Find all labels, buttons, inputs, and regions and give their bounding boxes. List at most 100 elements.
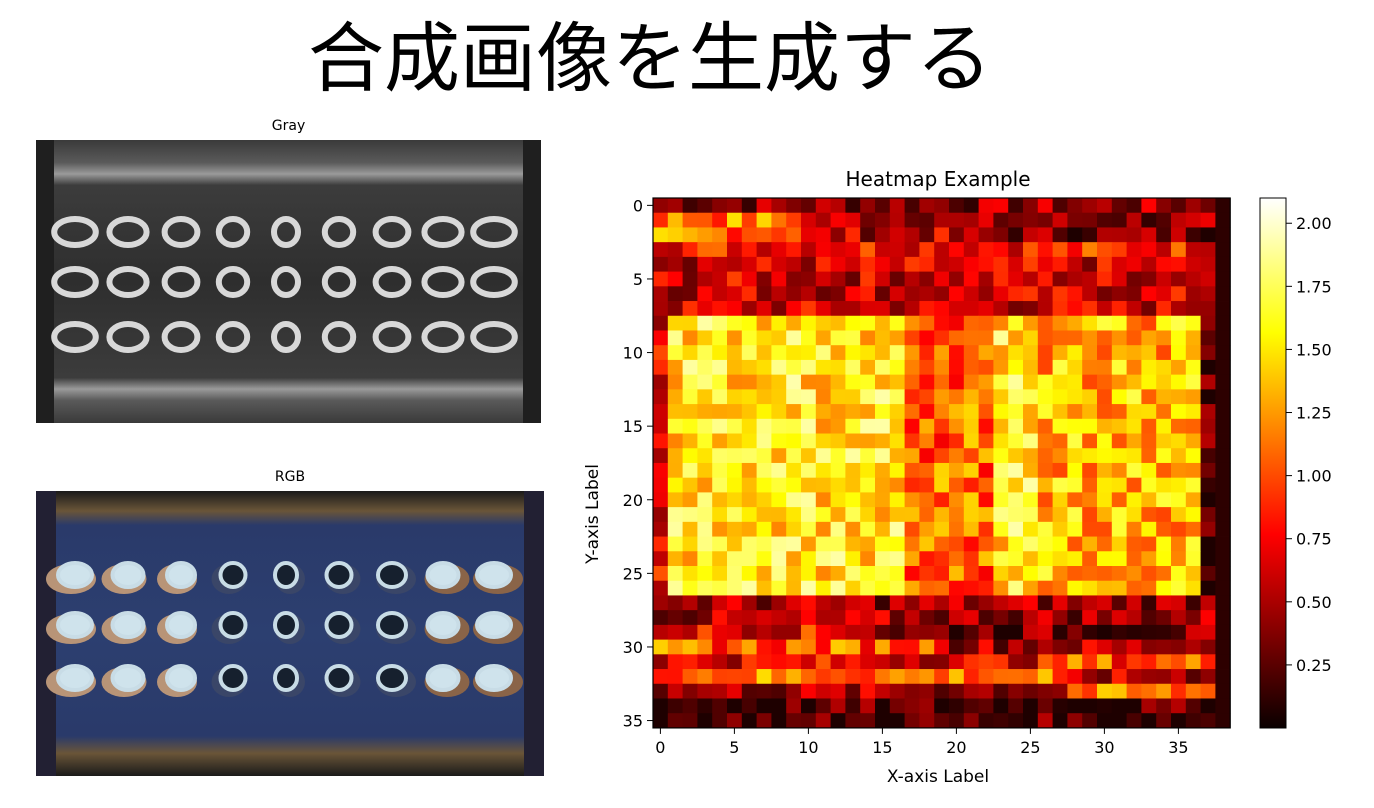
heatmap-cell	[1052, 654, 1068, 670]
heatmap-cell	[1215, 301, 1231, 317]
heatmap-cell	[830, 536, 846, 552]
heatmap-cell	[904, 669, 920, 685]
heatmap-cell	[653, 595, 669, 611]
heatmap-cell	[993, 330, 1009, 346]
heatmap-cell	[845, 492, 861, 508]
heatmap-cell	[682, 256, 698, 272]
heatmap-cell	[1008, 713, 1024, 729]
heatmap-cell	[727, 610, 743, 626]
rgb-ring	[273, 611, 299, 639]
heatmap-cell	[801, 507, 817, 523]
heatmap-cell	[741, 477, 757, 493]
heatmap-cell	[727, 639, 743, 655]
heatmap-cell	[682, 404, 698, 420]
heatmap-cell	[771, 521, 787, 537]
heatmap-cell	[712, 507, 728, 523]
heatmap-cell	[963, 610, 979, 626]
heatmap-cell	[919, 713, 935, 729]
heatmap-cell	[919, 418, 935, 434]
heatmap-cell	[756, 624, 772, 640]
heatmap-cell	[889, 212, 905, 228]
heatmap-cell	[801, 212, 817, 228]
heatmap-cell	[830, 256, 846, 272]
heatmap-cell	[801, 242, 817, 258]
heatmap-cell	[1111, 315, 1127, 331]
heatmap-cell	[667, 418, 683, 434]
heatmap-cell	[1097, 683, 1113, 699]
heatmap-cell	[919, 551, 935, 567]
heatmap-cell	[1215, 374, 1231, 390]
heatmap-cell	[1141, 551, 1157, 567]
heatmap-cell	[1082, 256, 1098, 272]
heatmap-cell	[1008, 242, 1024, 258]
heatmap-cell	[1171, 683, 1187, 699]
heatmap-cell	[963, 345, 979, 361]
heatmap-cell	[889, 551, 905, 567]
heatmap-cell	[1126, 654, 1142, 670]
gray-ring	[372, 266, 412, 298]
heatmap-cell	[682, 492, 698, 508]
heatmap-cell	[904, 698, 920, 714]
heatmap-cell	[875, 639, 891, 655]
heatmap-cell	[949, 551, 965, 567]
heatmap-cell	[860, 256, 876, 272]
heatmap-cell	[1067, 301, 1083, 317]
heatmap-cell	[1052, 669, 1068, 685]
heatmap-cell	[801, 492, 817, 508]
heatmap-cell	[1082, 669, 1098, 685]
heatmap-cell	[1156, 433, 1172, 449]
heatmap-cell	[712, 330, 728, 346]
heatmap-cell	[1185, 639, 1201, 655]
heatmap-cell	[1126, 330, 1142, 346]
heatmap-cell	[889, 566, 905, 582]
heatmap-cell	[1141, 477, 1157, 493]
heatmap-cell	[1185, 713, 1201, 729]
heatmap-cell	[830, 462, 846, 479]
heatmap-cell	[919, 610, 935, 626]
heatmap-cell	[682, 418, 698, 434]
heatmap-cell	[1037, 198, 1053, 214]
heatmap-cell	[889, 418, 905, 434]
heatmap-cell	[1052, 315, 1068, 331]
heatmap-cell	[756, 580, 772, 596]
heatmap-cell	[949, 242, 965, 258]
heatmap-cell	[889, 654, 905, 670]
heatmap-cell	[697, 698, 713, 714]
heatmap-cell	[1097, 492, 1113, 508]
heatmap-cell	[919, 345, 935, 361]
heatmap-cell	[1141, 698, 1157, 714]
gray-ring	[271, 216, 301, 248]
heatmap-cell	[697, 624, 713, 640]
heatmap-cell	[1052, 477, 1068, 493]
heatmap-cell	[860, 492, 876, 508]
heatmap-cell	[1156, 227, 1172, 243]
rgb-ring	[56, 664, 94, 692]
heatmap-cell	[949, 286, 965, 302]
heatmap-cell	[1082, 227, 1098, 243]
heatmap-cell	[1008, 404, 1024, 420]
heatmap-cell	[993, 580, 1009, 596]
heatmap-cell	[963, 212, 979, 228]
heatmap-cell	[771, 536, 787, 552]
heatmap-cell	[1023, 624, 1039, 640]
heatmap-cell	[786, 374, 802, 390]
heatmap-cell	[949, 212, 965, 228]
heatmap-cell	[949, 713, 965, 729]
heatmap-cell	[712, 301, 728, 317]
heatmap-cell	[1052, 301, 1068, 317]
heatmap-cell	[845, 345, 861, 361]
heatmap-cell	[949, 256, 965, 272]
heatmap-cell	[1111, 595, 1127, 611]
heatmap-cell	[1097, 610, 1113, 626]
heatmap-cell	[1200, 566, 1216, 582]
heatmap-cell	[667, 610, 683, 626]
heatmap-cell	[1023, 256, 1039, 272]
heatmap-cell	[1185, 404, 1201, 420]
heatmap-cell	[845, 713, 861, 729]
heatmap-cell	[919, 301, 935, 317]
heatmap-cell	[727, 256, 743, 272]
heatmap-cell	[1156, 713, 1172, 729]
heatmap-cell	[889, 389, 905, 405]
heatmap-cell	[771, 256, 787, 272]
heatmap-cell	[815, 462, 831, 479]
